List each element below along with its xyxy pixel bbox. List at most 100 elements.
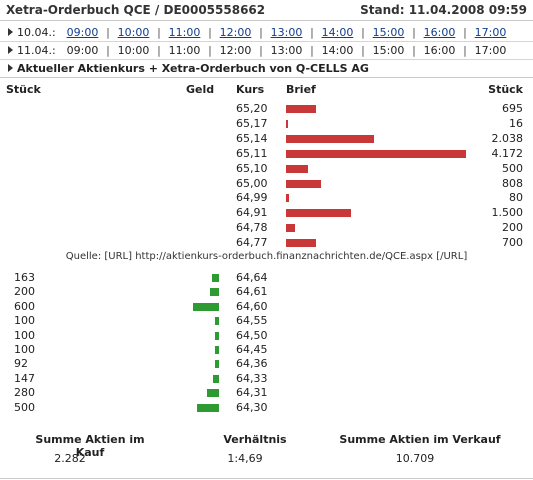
- time-link-1500: 15:00: [372, 44, 405, 57]
- bid-price: 64,50: [236, 328, 268, 342]
- day-row-2: 11.04.: 09:00 | 10:00 | 11:00 | 12:00 | 13:00 | 14…: [0, 42, 533, 60]
- triangle-right-icon: [8, 28, 13, 36]
- ask-quantity: 500: [502, 161, 523, 175]
- bid-price: 64,33: [236, 371, 268, 385]
- bid-volume-bar: [211, 274, 219, 282]
- time-link-1200[interactable]: 12:00: [219, 26, 252, 39]
- time-link-1600[interactable]: 16:00: [423, 26, 456, 39]
- time-separator: |: [208, 44, 212, 57]
- ratio-value: 1:4,69: [227, 452, 263, 465]
- page-title: Xetra-Orderbuch QCE / DE0005558662: [6, 3, 266, 17]
- ask-volume-bar: [286, 209, 351, 218]
- ask-price: 65,14: [236, 131, 268, 145]
- ask-volume-bar: [286, 164, 308, 173]
- ask-quantity: 200: [502, 221, 523, 235]
- ask-volume-bar: [286, 119, 288, 128]
- time-separator: |: [412, 26, 416, 39]
- time-link-1000[interactable]: 10:00: [117, 26, 150, 39]
- ask-price: 65,20: [236, 102, 268, 115]
- day-row-1: 10.04.: 09:00 | 10:00 | 11:00 | 12:00 | 13:00 | 14…: [0, 24, 533, 42]
- ask-volume-bar: [286, 105, 316, 113]
- time-link-1500[interactable]: 15:00: [372, 26, 405, 39]
- bid-volume-bar: [212, 374, 219, 383]
- time-separator: |: [361, 26, 365, 39]
- bid-quantity: 500: [14, 400, 35, 414]
- page-header: Xetra-Orderbuch QCE / DE0005558662 Stand…: [0, 0, 533, 21]
- time-separator: |: [106, 44, 110, 57]
- time-link-1200: 12:00: [219, 44, 252, 57]
- section-row[interactable]: Aktueller Aktienkurs + Xetra-Orderbuch v…: [0, 60, 533, 78]
- bid-volume-bar: [193, 302, 219, 311]
- ask-quantity: 16: [509, 116, 523, 130]
- bid-quantity: 100: [14, 314, 35, 328]
- time-link-1400: 14:00: [321, 44, 354, 57]
- time-link-0900[interactable]: 09:00: [66, 26, 99, 39]
- time-link-1100[interactable]: 11:00: [168, 26, 201, 39]
- ask-quantity: 2.038: [491, 131, 524, 145]
- bid-quantity: 200: [14, 285, 35, 299]
- time-separator: |: [259, 44, 263, 57]
- time-separator: |: [463, 44, 467, 57]
- col-stueck-right: Stück: [488, 83, 523, 96]
- time-link-1000: 10:00: [117, 44, 150, 57]
- col-brief: Brief: [286, 83, 316, 96]
- bid-volume-bar: [214, 317, 219, 326]
- time-link-1400[interactable]: 14:00: [321, 26, 354, 39]
- col-stueck-left: Stück: [6, 83, 41, 96]
- ask-volume-bar: [286, 149, 466, 158]
- time-link-1700[interactable]: 17:00: [474, 26, 507, 39]
- time-separator: |: [259, 26, 263, 39]
- source-line: Quelle: [URL] http://aktienkurs-orderbuc…: [65, 251, 468, 262]
- timestamp: Stand: 11.04.2008 09:59: [360, 3, 527, 17]
- time-separator: |: [463, 26, 467, 39]
- bid-price: 64,31: [236, 386, 268, 400]
- day-label: 11.04.:: [17, 44, 56, 57]
- triangle-right-icon: [8, 64, 13, 72]
- ask-volume-bar: [286, 224, 295, 233]
- bid-price: 64,45: [236, 343, 268, 356]
- time-separator: |: [208, 26, 212, 39]
- ask-price: 64,77: [236, 236, 268, 250]
- ask-price: 64,91: [236, 206, 268, 220]
- time-separator: |: [157, 44, 161, 57]
- bid-volume-bar: [214, 346, 219, 354]
- bid-volume-bar: [214, 331, 219, 340]
- ask-price: 65,00: [236, 176, 268, 190]
- bid-price: 64,61: [236, 285, 268, 299]
- ask-price: 65,10: [236, 161, 268, 175]
- ratio-label: Verhältnis: [223, 433, 287, 446]
- ask-quantity: 4.172: [491, 146, 524, 160]
- bid-price: 64,55: [236, 314, 268, 328]
- sum-sell-label: Summe Aktien im Verkauf: [339, 433, 501, 446]
- sum-buy-label: Summe Aktien im Kauf: [35, 433, 145, 459]
- ask-volume-bar: [286, 179, 321, 188]
- time-link-1700: 17:00: [474, 44, 507, 57]
- time-link-1100: 11:00: [168, 44, 201, 57]
- section-title[interactable]: Aktueller Aktienkurs + Xetra-Orderbuch v…: [17, 62, 369, 75]
- col-geld: Geld: [186, 83, 215, 96]
- bid-quantity: 100: [14, 343, 35, 356]
- bid-quantity: 280: [14, 386, 35, 400]
- ask-volume-bar: [286, 194, 290, 203]
- bid-price: 64,30: [236, 400, 268, 414]
- time-link-1300: 13:00: [270, 44, 303, 57]
- bid-volume-bar: [197, 403, 219, 412]
- time-separator: |: [412, 44, 416, 57]
- bid-volume-bar: [215, 360, 219, 369]
- bid-quantity: 163: [14, 271, 35, 284]
- sum-buy-value: 2.282: [54, 452, 86, 465]
- triangle-right-icon: [8, 46, 13, 54]
- bottom-divider: [0, 478, 533, 479]
- time-separator: |: [106, 26, 110, 39]
- time-separator: |: [310, 26, 314, 39]
- ask-price: 65,11: [236, 146, 268, 160]
- time-separator: |: [157, 26, 161, 39]
- bid-quantity: 600: [14, 299, 35, 313]
- time-link-1300[interactable]: 13:00: [270, 26, 303, 39]
- ask-quantity: 1.500: [491, 206, 524, 220]
- ask-quantity: 808: [502, 176, 523, 190]
- bid-price: 64,60: [236, 299, 268, 313]
- time-link-1600: 16:00: [423, 44, 456, 57]
- bid-quantity: 100: [14, 328, 35, 342]
- ask-quantity: 80: [509, 191, 523, 205]
